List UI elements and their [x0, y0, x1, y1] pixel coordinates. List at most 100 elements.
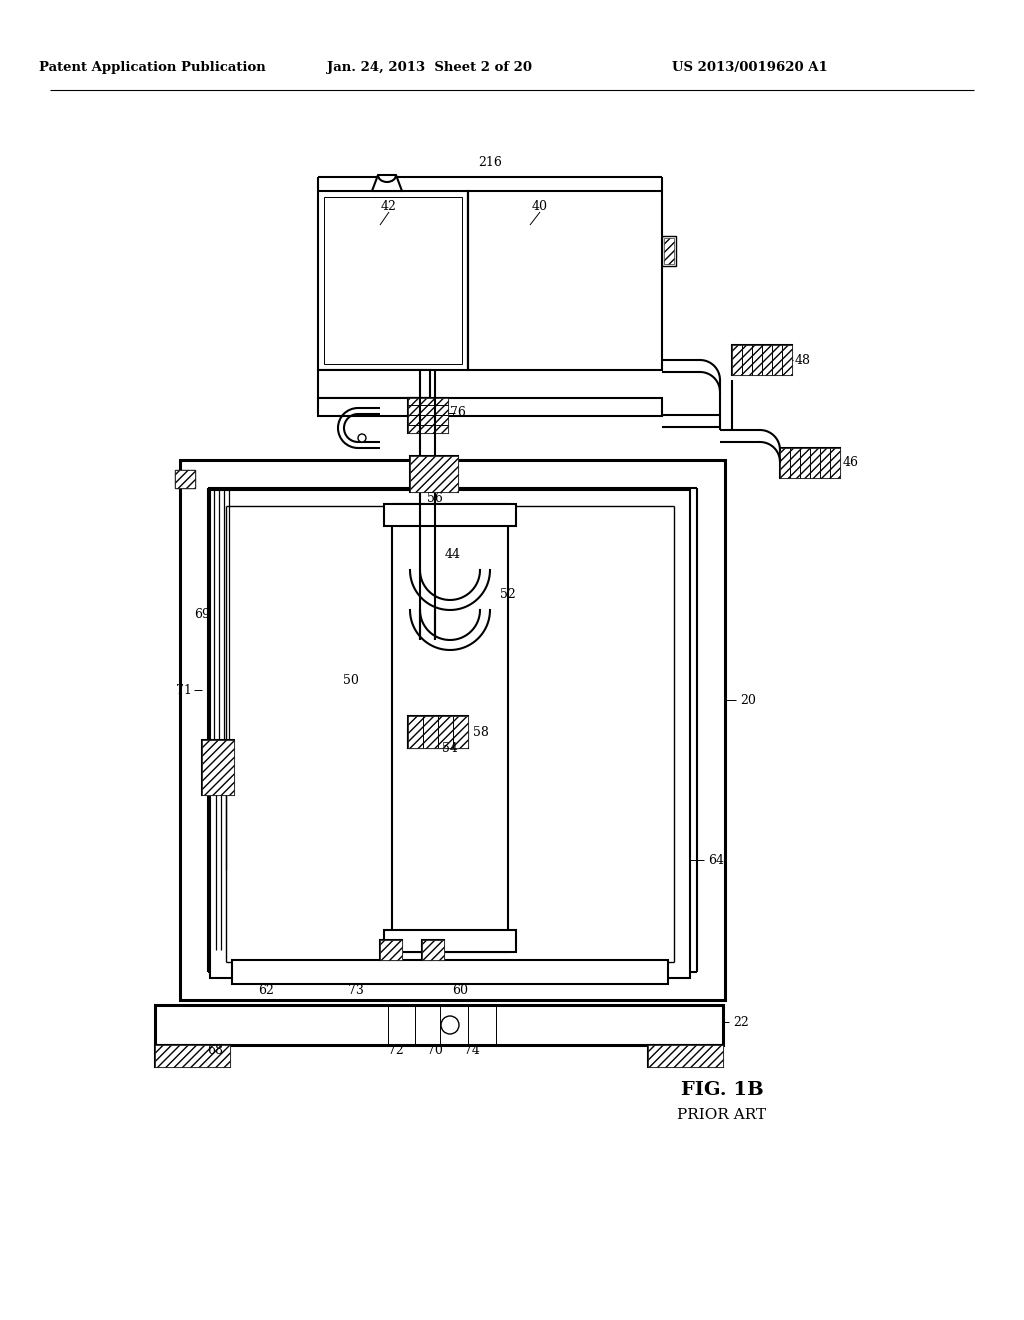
Bar: [508, 700, 652, 715]
Bar: [664, 238, 674, 264]
Text: 71: 71: [176, 684, 193, 697]
Bar: [180, 459, 725, 488]
Bar: [508, 784, 645, 800]
Text: 60: 60: [452, 983, 468, 997]
Bar: [780, 447, 840, 478]
Bar: [210, 490, 690, 506]
Polygon shape: [372, 176, 402, 191]
Bar: [155, 1005, 723, 1045]
Bar: [266, 924, 392, 940]
Bar: [508, 616, 659, 631]
Bar: [410, 455, 458, 492]
Bar: [175, 470, 195, 488]
Bar: [318, 370, 430, 399]
Bar: [384, 504, 516, 525]
Bar: [210, 962, 690, 978]
Text: 52: 52: [500, 589, 516, 602]
Text: 69: 69: [195, 609, 210, 622]
Bar: [250, 729, 392, 743]
Bar: [255, 784, 392, 800]
Bar: [210, 490, 226, 978]
Text: 40: 40: [532, 199, 548, 213]
Text: 216: 216: [478, 157, 502, 169]
Bar: [232, 960, 668, 983]
Bar: [408, 399, 449, 433]
Bar: [508, 896, 637, 911]
Bar: [384, 504, 516, 525]
Bar: [384, 931, 516, 952]
Bar: [732, 345, 792, 375]
Bar: [239, 587, 392, 603]
Text: 48: 48: [795, 354, 811, 367]
Bar: [232, 960, 668, 983]
Bar: [508, 504, 668, 519]
Text: US 2013/0019620 A1: US 2013/0019620 A1: [672, 62, 827, 74]
Text: 54: 54: [442, 742, 458, 755]
Text: Jan. 24, 2013  Sheet 2 of 20: Jan. 24, 2013 Sheet 2 of 20: [328, 62, 532, 74]
Bar: [180, 459, 208, 1001]
Text: 44: 44: [445, 549, 461, 561]
Bar: [508, 644, 656, 660]
Bar: [384, 931, 516, 952]
Text: FIG. 1B: FIG. 1B: [681, 1081, 763, 1100]
Bar: [662, 236, 676, 267]
Bar: [508, 924, 634, 940]
Bar: [318, 399, 662, 416]
Bar: [508, 560, 664, 576]
Text: 56: 56: [427, 491, 443, 504]
Text: 74: 74: [464, 1044, 480, 1056]
Bar: [732, 345, 792, 375]
Bar: [468, 191, 662, 370]
Circle shape: [358, 434, 366, 442]
Bar: [252, 756, 392, 771]
Bar: [259, 840, 392, 855]
Bar: [408, 399, 449, 433]
Bar: [422, 940, 444, 960]
Text: Patent Application Publication: Patent Application Publication: [39, 62, 265, 74]
Bar: [408, 715, 468, 748]
Text: 76: 76: [451, 407, 466, 420]
Bar: [422, 940, 444, 960]
Text: 64: 64: [708, 854, 724, 866]
Text: 46: 46: [843, 457, 859, 470]
Text: 20: 20: [740, 693, 756, 706]
Bar: [261, 869, 392, 883]
Text: 72: 72: [388, 1044, 403, 1056]
Bar: [408, 715, 468, 748]
Bar: [380, 940, 402, 960]
Bar: [175, 470, 195, 488]
Bar: [674, 490, 690, 978]
Bar: [210, 490, 690, 978]
Bar: [232, 504, 392, 519]
Bar: [248, 700, 392, 715]
Bar: [263, 896, 392, 911]
Text: 58: 58: [473, 726, 488, 738]
Bar: [508, 869, 639, 883]
Bar: [780, 447, 840, 478]
Bar: [244, 644, 392, 660]
Bar: [508, 587, 662, 603]
Bar: [508, 532, 666, 548]
Bar: [318, 191, 468, 370]
Bar: [508, 672, 654, 688]
Bar: [237, 560, 392, 576]
Bar: [324, 197, 462, 364]
Bar: [648, 1045, 723, 1067]
Bar: [380, 940, 402, 960]
Bar: [697, 459, 725, 1001]
Bar: [257, 812, 392, 828]
Text: 73: 73: [348, 983, 364, 997]
Bar: [202, 741, 234, 795]
Text: 68: 68: [207, 1044, 223, 1056]
Text: 62: 62: [258, 983, 274, 997]
Text: 70: 70: [427, 1044, 443, 1056]
Bar: [234, 532, 392, 548]
Bar: [202, 741, 234, 795]
Bar: [180, 459, 725, 1001]
Circle shape: [441, 1016, 459, 1034]
Bar: [241, 616, 392, 631]
Text: PRIOR ART: PRIOR ART: [678, 1107, 767, 1122]
Bar: [508, 729, 650, 743]
Bar: [392, 504, 508, 952]
Text: 50: 50: [343, 673, 358, 686]
